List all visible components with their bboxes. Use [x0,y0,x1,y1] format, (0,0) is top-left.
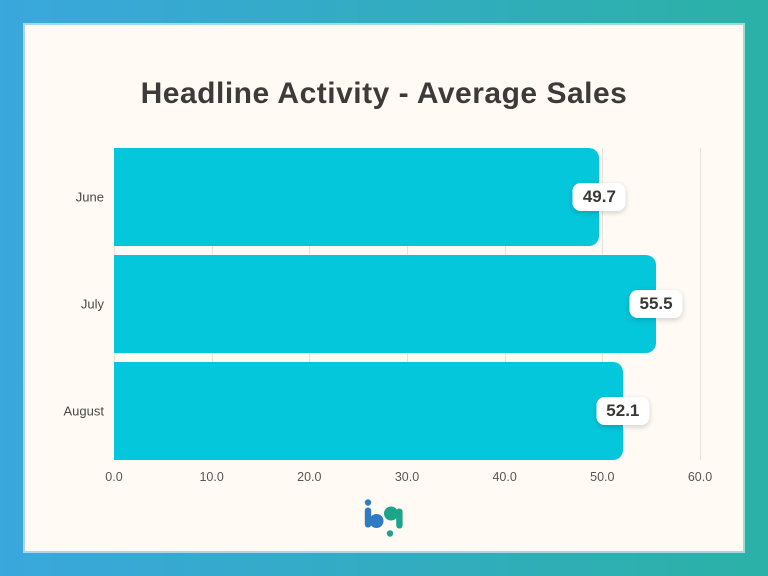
value-label-august: 52.1 [596,397,650,425]
value-label-july: 55.5 [629,290,683,318]
x-tick-label: 50.0 [590,470,615,484]
chart-title: Headline Activity - Average Sales [140,77,628,110]
chart-card: Headline Activity - Average Sales 0.0 10.… [25,25,743,551]
category-label-july: July [80,296,104,312]
x-tick-label: 0.0 [105,470,123,484]
bar-row-august: August 52.1 [64,362,700,460]
category-label-august: August [63,403,104,419]
plot-area: 0.0 10.0 20.0 30.0 40.0 50.0 60.0 June 49.7 July 5… [64,148,712,484]
x-tick-label: 20.0 [297,470,322,484]
value-label-june: 49.7 [572,183,626,211]
x-tick-label: 30.0 [394,470,420,484]
bar-june [114,148,600,246]
bp-logo-b [364,499,384,528]
x-tick-label: 40.0 [492,470,517,484]
bp-logo [364,499,403,537]
bp-logo-p [384,506,403,537]
bar-august [114,362,623,460]
bars-container: June 49.7 July 55.5 August 52.1 [64,148,700,460]
gridline-x-60 [700,148,701,460]
bar-row-july: July 55.5 [81,255,700,353]
x-tick-label: 10.0 [199,470,224,484]
bar-row-june: June 49.7 [76,148,700,246]
category-label-june: June [75,189,104,205]
bar-july [114,255,657,353]
x-tick-label: 60.0 [687,470,713,484]
